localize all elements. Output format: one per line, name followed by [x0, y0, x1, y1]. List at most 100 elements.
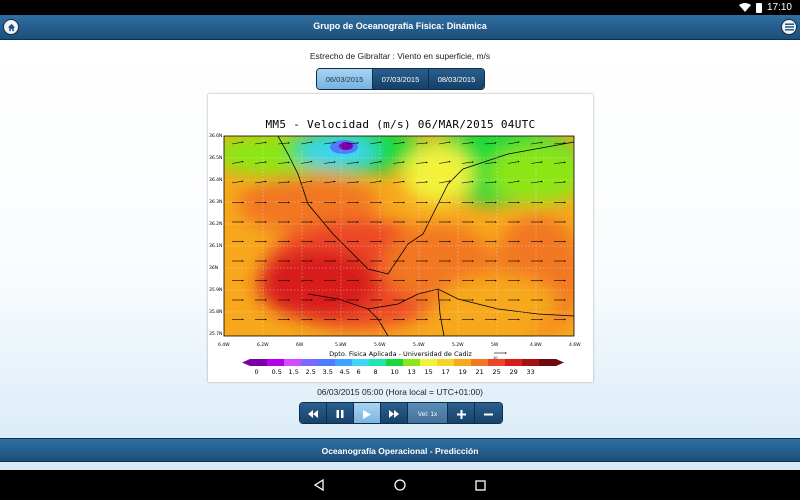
- footer-bar[interactable]: Oceanografía Operacional - Predicción: [0, 438, 800, 462]
- wind-arrow: [484, 142, 497, 145]
- latitude-label: 35.7N: [209, 332, 223, 337]
- rewind-button[interactable]: [300, 403, 327, 423]
- app-header: Grupo de Oceanografía Física: Dinámica: [0, 15, 800, 40]
- colorbar-swatch: [318, 359, 336, 366]
- recents-button[interactable]: [473, 478, 487, 492]
- tab-date-1[interactable]: 06/03/2015: [317, 69, 373, 89]
- wind-arrow: [277, 142, 290, 145]
- wind-arrow: [369, 160, 382, 164]
- colorbar-swatch: [386, 359, 404, 366]
- back-button[interactable]: [312, 478, 326, 492]
- wind-arrow: [277, 181, 290, 184]
- minus-icon: [484, 413, 493, 415]
- colorbar-tick-label: 17: [441, 368, 450, 376]
- home-button[interactable]: [3, 19, 19, 35]
- wind-arrow: [530, 161, 543, 164]
- speed-indicator[interactable]: Vel: 1x: [408, 403, 448, 423]
- wind-arrow: [438, 160, 451, 164]
- status-bar: 17:10: [0, 0, 800, 15]
- colorbar-tick-label: 3.5: [322, 368, 333, 376]
- map-credit: Dpto. Fisica Aplicada - Universidad de C…: [329, 350, 472, 358]
- wind-arrow: [369, 180, 382, 184]
- pause-button[interactable]: [327, 403, 354, 423]
- menu-button[interactable]: [781, 19, 797, 35]
- back-icon: [314, 479, 324, 491]
- footer-title: Oceanografía Operacional - Predicción: [321, 446, 479, 456]
- colorbar-swatch: [335, 359, 353, 366]
- longitude-label: 4.8W: [530, 343, 542, 348]
- colorbar-swatch: [505, 359, 523, 366]
- longitude-label: 6.4W: [218, 343, 230, 348]
- play-button[interactable]: [354, 403, 381, 423]
- longitude-label: 6.2W: [257, 343, 269, 348]
- wind-arrow: [346, 181, 359, 184]
- colorbar-tick-label: 13: [407, 368, 416, 376]
- wind-arrow: [254, 180, 267, 184]
- wind-arrow: [507, 141, 520, 145]
- fast-forward-icon: [389, 410, 399, 418]
- colorbar-swatch: [539, 359, 557, 366]
- fast-forward-button[interactable]: [381, 403, 408, 423]
- wind-arrow: [392, 180, 405, 184]
- wind-arrow: [530, 180, 543, 184]
- main-content: Estrecho de Gibraltar : Viento en superf…: [0, 40, 800, 470]
- wind-arrow: [415, 142, 428, 145]
- status-icons: 17:10: [738, 2, 792, 13]
- wind-arrow: [300, 180, 313, 184]
- latitude-label: 35.8N: [209, 310, 223, 315]
- wind-arrow: [553, 181, 566, 184]
- wind-arrow: [415, 161, 428, 164]
- latitude-label: 36N: [209, 266, 219, 271]
- colorbar-tick-label: 19: [458, 368, 467, 376]
- colorbar-min-arrow: [242, 359, 250, 366]
- wind-arrow: [484, 181, 497, 184]
- wind-arrow: [231, 180, 244, 184]
- wind-arrow: [553, 161, 566, 164]
- colorbar-max-arrow: [556, 359, 564, 366]
- tab-date-3[interactable]: 08/03/2015: [429, 69, 484, 89]
- colorbar-swatch: [471, 359, 489, 366]
- wind-arrow: [323, 161, 336, 164]
- colorbar-tick-label: 33: [526, 368, 535, 376]
- colorbar-swatch: [301, 359, 319, 366]
- tab-date-2[interactable]: 07/03/2015: [373, 69, 429, 89]
- speed-up-button[interactable]: [448, 403, 475, 423]
- colorbar-tick-label: 4.5: [339, 368, 350, 376]
- longitude-label: 6W: [296, 343, 304, 348]
- wind-arrow: [300, 160, 313, 164]
- wind-arrow: [507, 160, 520, 164]
- wifi-icon: [738, 3, 751, 12]
- colorbar-tick-label: 15: [424, 368, 433, 376]
- status-time: 17:10: [766, 2, 792, 13]
- wind-map-image: [223, 135, 575, 366]
- pause-icon: [336, 410, 344, 418]
- home-nav-button[interactable]: [393, 478, 407, 492]
- wind-arrow: [438, 141, 451, 145]
- longitude-label: 5.4W: [413, 343, 425, 348]
- wind-arrow: [415, 181, 428, 184]
- colorbar-tick-label: 29: [509, 368, 518, 376]
- longitude-label: 5.8W: [335, 343, 347, 348]
- latitude-label: 36.2N: [209, 222, 223, 227]
- wind-arrow: [346, 142, 359, 145]
- system-nav-bar: [0, 470, 800, 500]
- speed-down-button[interactable]: [475, 403, 502, 423]
- header-title: Grupo de Oceanografía Física: Dinámica: [313, 21, 487, 31]
- wind-arrow: [484, 161, 497, 164]
- colorbar-tick-label: 0: [254, 368, 259, 376]
- latitude-label: 36.5N: [209, 156, 223, 161]
- wind-arrow: [369, 141, 382, 145]
- plus-icon: [456, 409, 466, 419]
- rewind-icon: [308, 410, 318, 418]
- latitude-label: 36.3N: [209, 200, 223, 205]
- latitude-label: 36.4N: [209, 178, 223, 183]
- wind-arrow: [553, 142, 566, 145]
- colorbar-tick-label: 6: [356, 368, 361, 376]
- colorbar-swatch: [488, 359, 506, 366]
- colorbar-tick-label: 25: [492, 368, 501, 376]
- colorbar-tick-label: 8: [373, 368, 378, 376]
- wind-arrow: [530, 141, 543, 145]
- hamburger-icon: [784, 23, 794, 31]
- date-tabs: 06/03/2015 07/03/2015 08/03/2015: [316, 68, 485, 90]
- colorbar-tick-label: 2.5: [305, 368, 316, 376]
